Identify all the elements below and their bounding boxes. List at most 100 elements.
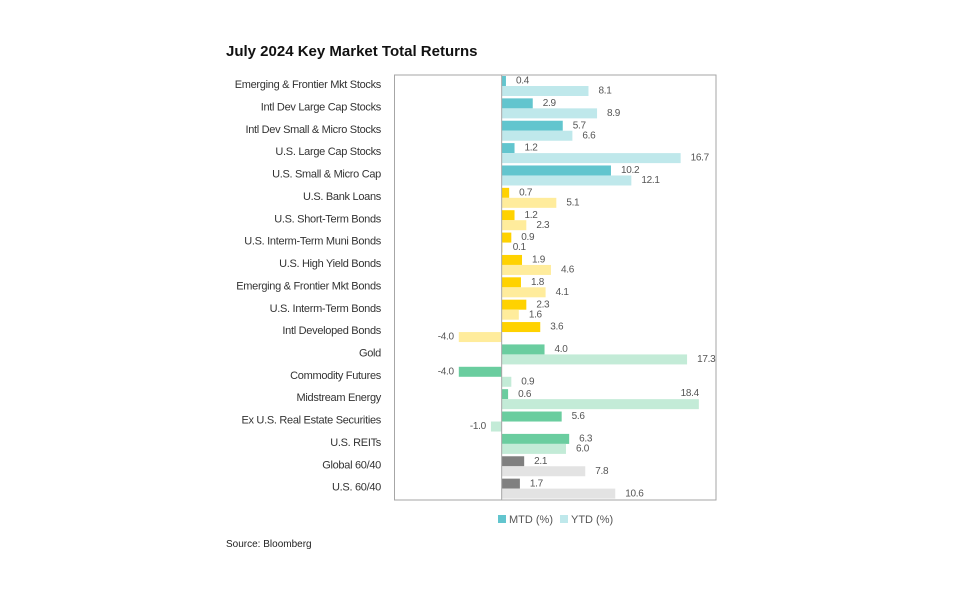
mtd-value-label: 1.8	[531, 277, 545, 288]
mtd-bar	[501, 344, 545, 355]
category-label: Emerging & Frontier Mkt Bonds	[236, 280, 382, 292]
ytd-bar	[490, 421, 502, 432]
ytd-value-label: 8.1	[598, 86, 612, 97]
ytd-bar	[501, 466, 586, 477]
mtd-bar	[501, 299, 527, 310]
mtd-value-label: 2.3	[536, 299, 550, 310]
category-label: U.S. Short-Term Bonds	[274, 213, 382, 225]
mtd-bar	[501, 254, 523, 265]
category-label: U.S. Large Cap Stocks	[275, 146, 381, 158]
mtd-value-label: 0.4	[516, 76, 530, 87]
category-label: Commodity Futures	[290, 370, 382, 382]
category-label: Intl Developed Bonds	[282, 325, 381, 337]
mtd-bar	[501, 210, 515, 221]
mtd-bar	[501, 76, 506, 86]
mtd-value-label: 0.7	[519, 187, 533, 198]
mtd-bar	[501, 120, 563, 131]
ytd-value-label: 6.0	[576, 444, 590, 455]
ytd-value-label: 4.1	[556, 287, 570, 298]
ytd-bar	[501, 130, 573, 141]
ytd-bar	[458, 332, 502, 343]
category-label: Intl Dev Small & Micro Stocks	[245, 124, 381, 136]
mtd-bar	[458, 366, 502, 377]
ytd-bar	[501, 309, 519, 320]
ytd-bar	[501, 264, 551, 275]
ytd-value-label: -1.0	[470, 421, 487, 432]
mtd-value-label: 10.2	[621, 165, 640, 176]
ytd-value-label: 16.7	[691, 153, 710, 164]
mtd-value-label: 2.1	[534, 456, 548, 467]
ytd-bar	[501, 220, 527, 231]
mtd-bar	[501, 165, 611, 176]
chart-title: July 2024 Key Market Total Returns	[226, 43, 478, 60]
ytd-bar	[501, 108, 598, 119]
mtd-value-label: 5.6	[572, 411, 586, 422]
mtd-value-label: 6.3	[579, 434, 593, 445]
mtd-bar	[501, 187, 510, 198]
category-label: Midstream Energy	[297, 392, 382, 404]
category-label: Global 60/40	[322, 459, 381, 471]
legend-swatch-mtd	[498, 515, 506, 523]
mtd-value-label: 1.2	[525, 210, 539, 221]
category-label: U.S. High Yield Bonds	[279, 258, 382, 270]
mtd-bar	[501, 143, 515, 154]
mtd-bar	[501, 389, 509, 400]
ytd-bar	[501, 488, 616, 499]
mtd-bar	[501, 478, 520, 489]
ytd-bar	[501, 242, 503, 253]
mtd-value-label: 1.9	[532, 255, 546, 266]
ytd-value-label: 10.6	[625, 488, 644, 499]
category-label: Intl Dev Large Cap Stocks	[261, 101, 382, 113]
source-note: Source: Bloomberg	[226, 539, 312, 550]
mtd-value-label: 1.2	[525, 143, 539, 154]
mtd-bar	[501, 232, 512, 243]
ytd-bar	[501, 376, 512, 387]
mtd-value-label: 4.0	[555, 344, 569, 355]
mtd-value-label: 2.9	[543, 98, 557, 109]
mtd-value-label: 3.6	[550, 322, 564, 333]
ytd-bar	[501, 175, 632, 186]
mtd-value-label: 5.7	[573, 120, 587, 131]
category-label: Gold	[359, 348, 381, 360]
ytd-bar	[501, 287, 546, 298]
category-label: U.S. Interm-Term Muni Bonds	[244, 236, 382, 248]
legend-label-ytd: YTD (%)	[571, 514, 613, 526]
mtd-value-label: 0.9	[521, 232, 535, 243]
mtd-bar	[501, 433, 570, 444]
ytd-value-label: 2.3	[536, 220, 550, 231]
mtd-bar	[501, 277, 521, 288]
mtd-value-label: 1.7	[530, 478, 544, 489]
mtd-value-label: -4.0	[438, 366, 455, 377]
ytd-bar	[501, 197, 557, 208]
ytd-bar	[501, 86, 589, 96]
mtd-bar	[501, 411, 562, 422]
mtd-value-label: 0.6	[518, 389, 532, 400]
category-label: U.S. Bank Loans	[303, 191, 382, 203]
ytd-value-label: -4.0	[438, 332, 455, 343]
category-label: Emerging & Frontier Mkt Stocks	[235, 79, 382, 91]
ytd-value-label: 12.1	[641, 175, 660, 186]
category-label: U.S. Small & Micro Cap	[272, 169, 381, 181]
ytd-value-label: 0.1	[513, 242, 527, 253]
plot-area	[394, 74, 717, 501]
category-label: U.S. Interm-Term Bonds	[270, 303, 382, 315]
mtd-bar	[501, 322, 541, 333]
ytd-value-label: 17.3	[697, 354, 716, 365]
ytd-value-label: 8.9	[607, 108, 621, 119]
legend-label-mtd: MTD (%)	[509, 514, 553, 526]
ytd-value-label: 1.6	[529, 309, 543, 320]
category-label: U.S. 60/40	[332, 482, 381, 494]
legend-swatch-ytd	[560, 515, 568, 523]
mtd-bar	[501, 98, 533, 109]
ytd-bar	[501, 443, 566, 454]
ytd-bar	[501, 354, 688, 365]
ytd-value-label: 18.4	[681, 388, 700, 399]
ytd-value-label: 0.9	[521, 376, 535, 387]
ytd-bar	[501, 153, 681, 164]
mtd-bar	[501, 456, 525, 467]
ytd-bar	[501, 399, 699, 410]
category-label: U.S. REITs	[330, 437, 382, 449]
ytd-value-label: 6.6	[582, 130, 596, 141]
ytd-value-label: 7.8	[595, 466, 609, 477]
